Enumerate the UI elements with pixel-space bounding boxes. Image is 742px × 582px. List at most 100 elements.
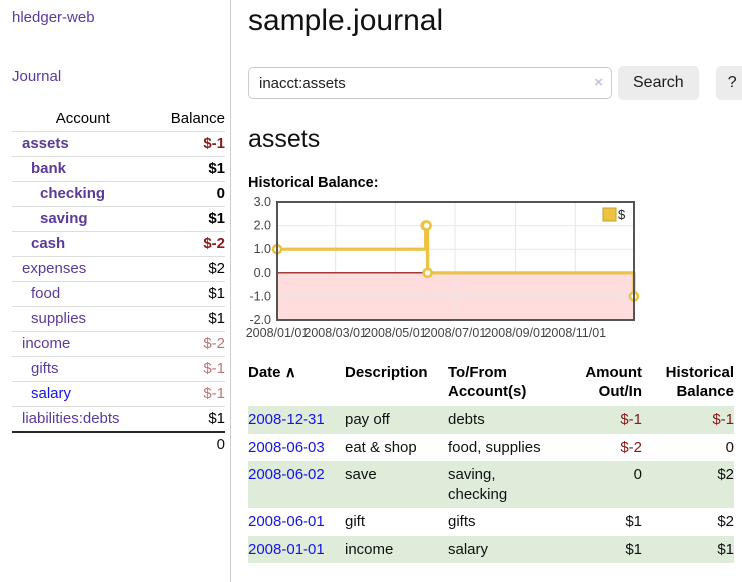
account-link[interactable]: liabilities:debts <box>22 410 120 427</box>
clear-search-icon[interactable]: × <box>594 74 603 91</box>
account-row: gifts $-1 <box>12 356 225 382</box>
sidebar: hledger-web Journal Account Balance asse… <box>0 0 231 582</box>
accounts-col-account: Account <box>12 107 154 132</box>
account-title: assets <box>248 125 321 153</box>
register-col-account: To/From Account(s) <box>448 364 527 400</box>
account-link[interactable]: saving <box>40 210 88 227</box>
transaction-description: save <box>345 461 448 508</box>
account-link[interactable]: food <box>31 285 61 302</box>
transaction-date-link[interactable]: 2008-06-02 <box>248 466 325 483</box>
svg-text:2008/07/01: 2008/07/01 <box>424 326 487 340</box>
brand-link[interactable]: hledger-web <box>12 9 95 26</box>
transaction-balance: $-1 <box>642 406 734 434</box>
account-balance: $-1 <box>153 356 225 382</box>
svg-text:2008/03/01: 2008/03/01 <box>304 326 367 340</box>
search-button[interactable]: Search <box>618 66 699 100</box>
svg-text:$: $ <box>618 207 626 222</box>
register-col-description: Description <box>345 364 428 381</box>
svg-text:2008/09/01: 2008/09/01 <box>484 326 547 340</box>
transaction-balance: $2 <box>717 513 734 530</box>
transaction-description: eat & shop <box>345 438 417 456</box>
transaction-row: 2008-12-31 pay off debts $-1 $-1 <box>248 406 734 434</box>
accounts-col-balance: Balance <box>153 107 225 132</box>
sidebar-item-journal[interactable]: Journal <box>12 68 62 85</box>
account-link[interactable]: assets <box>22 135 69 152</box>
account-link[interactable]: salary <box>31 385 72 402</box>
historical-balance-chart: $3.0 2.0 1.0 0.0 -1.0 -2.0 2008/01/01 2008/03/0… <box>242 195 734 348</box>
transaction-description: income <box>345 535 448 563</box>
svg-text:2008/11/01: 2008/11/01 <box>544 326 606 340</box>
search-form: × Search ? <box>248 66 742 100</box>
accounts-total-value: 0 <box>153 431 225 457</box>
transaction-row: 2008-06-01 gift gifts $1 $2 <box>248 508 734 536</box>
transaction-amount: $1 <box>625 513 642 530</box>
transaction-row: 2008-06-03 eat & shop food, supplies $-2 0 <box>248 434 734 462</box>
transaction-accounts: saving, checking <box>448 461 576 508</box>
account-row: bank $1 <box>12 156 225 182</box>
accounts-header-row: Account Balance <box>12 107 225 132</box>
svg-text:3.0: 3.0 <box>254 197 271 209</box>
account-link[interactable]: income <box>22 335 71 352</box>
transaction-description: gift <box>345 513 366 530</box>
transaction-date-link[interactable]: 2008-12-31 <box>248 411 325 428</box>
register-header-row: Date ∧ Description To/From Account(s) Am… <box>248 361 734 406</box>
svg-text:2.0: 2.0 <box>254 219 271 233</box>
main-content: sample.journal × Search ? assets Histori… <box>246 0 742 563</box>
register-body: 2008-12-31 pay off debts $-1 $-1 2008-06-03 ea… <box>248 406 734 563</box>
help-button[interactable]: ? <box>715 66 742 100</box>
account-row: checking 0 <box>12 181 225 207</box>
accounts-total-row: 0 <box>12 431 225 457</box>
transaction-accounts: food, supplies <box>448 438 541 456</box>
account-balance: $1 <box>153 206 225 232</box>
chart-svg: $3.0 2.0 1.0 0.0 -1.0 -2.02008/01/012008/03/0… <box>246 195 640 340</box>
transaction-row: 2008-01-01 income salary $1 $1 <box>248 535 734 563</box>
account-row: saving $1 <box>12 206 225 232</box>
account-row: liabilities:debts $1 <box>12 406 225 433</box>
accounts-body: assets $-1 bank $1 checking 0 saving $1 cash $-2 e… <box>12 131 225 433</box>
account-link[interactable]: checking <box>40 185 106 202</box>
account-row: supplies $1 <box>12 306 225 332</box>
svg-text:2008/05/01: 2008/05/01 <box>364 326 427 340</box>
account-balance: $1 <box>153 156 225 182</box>
account-link[interactable]: expenses <box>22 260 87 277</box>
page-title: sample.journal <box>248 4 444 37</box>
transaction-amount: $-1 <box>576 406 642 434</box>
transaction-row: 2008-06-02 save saving, checking 0 $2 <box>248 461 734 508</box>
account-link[interactable]: cash <box>31 235 66 252</box>
svg-text:1.0: 1.0 <box>254 242 271 256</box>
transaction-date-link[interactable]: 2008-06-01 <box>248 513 325 530</box>
register-table: Date ∧ Description To/From Account(s) Am… <box>248 361 734 563</box>
transaction-accounts: salary <box>448 535 576 563</box>
transaction-date-link[interactable]: 2008-06-03 <box>248 438 325 456</box>
account-row: food $1 <box>12 281 225 307</box>
account-link[interactable]: bank <box>31 160 67 177</box>
account-balance: $-2 <box>153 331 225 357</box>
account-balance: $-1 <box>153 131 225 157</box>
account-balance: $2 <box>153 256 225 282</box>
register-col-amount: Amount Out/In <box>585 364 642 400</box>
svg-text:0.0: 0.0 <box>254 266 271 280</box>
transaction-balance: $2 <box>642 461 734 508</box>
account-balance: $-2 <box>153 231 225 257</box>
accounts-table: Account Balance assets $-1 bank $1 checking 0… <box>12 107 225 457</box>
transaction-balance: 0 <box>725 438 734 456</box>
svg-text:-1.0: -1.0 <box>249 289 271 303</box>
account-balance: $1 <box>153 306 225 332</box>
account-row: salary $-1 <box>12 381 225 407</box>
search-input[interactable] <box>248 67 612 99</box>
transaction-description: pay off <box>345 406 448 434</box>
account-row: assets $-1 <box>12 131 225 157</box>
transaction-accounts: debts <box>448 406 576 434</box>
svg-text:2008/01/01: 2008/01/01 <box>246 326 309 340</box>
transaction-balance: $1 <box>642 535 734 563</box>
account-link[interactable]: supplies <box>31 310 87 327</box>
account-link[interactable]: gifts <box>31 360 59 377</box>
register-col-date: Date ∧ <box>248 364 296 381</box>
account-balance: 0 <box>153 181 225 207</box>
transaction-date-link[interactable]: 2008-01-01 <box>248 540 325 558</box>
register-col-balance: Historical Balance <box>665 364 734 400</box>
account-row: income $-2 <box>12 331 225 357</box>
chart-title: Historical Balance: <box>248 175 379 191</box>
sort-asc-icon: ∧ <box>284 364 296 381</box>
transaction-amount: 0 <box>576 461 642 508</box>
